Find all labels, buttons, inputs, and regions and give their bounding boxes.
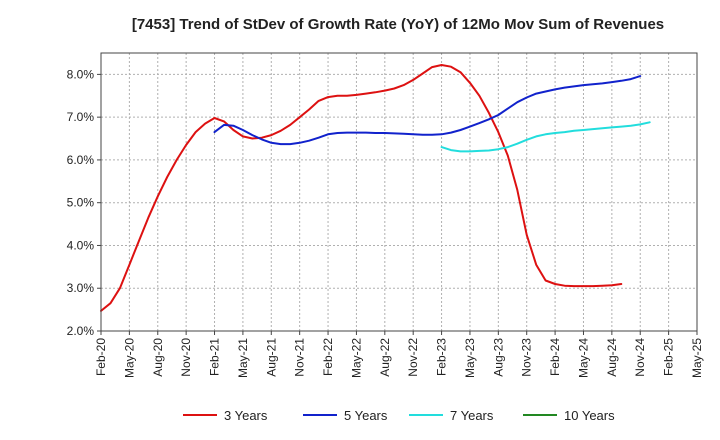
x-tick-label: May-22 bbox=[349, 338, 363, 378]
plot-frame bbox=[100, 52, 698, 332]
series-line-3-years bbox=[100, 64, 623, 312]
x-tick-label: Nov-24 bbox=[633, 338, 647, 377]
legend-label: 7 Years bbox=[450, 408, 494, 423]
x-tick-label: Nov-22 bbox=[406, 338, 420, 377]
y-tick-label: 6.0% bbox=[67, 153, 95, 167]
y-tick-label: 8.0% bbox=[67, 67, 95, 81]
x-tick-label: Aug-23 bbox=[491, 338, 505, 377]
x-tick-label: Feb-25 bbox=[662, 338, 676, 376]
x-tick-label: Aug-20 bbox=[151, 338, 165, 377]
x-tick-label: Nov-21 bbox=[293, 338, 307, 377]
legend-label: 10 Years bbox=[564, 408, 615, 423]
series-line-5-years bbox=[213, 75, 642, 146]
x-tick-label: Feb-22 bbox=[321, 338, 335, 376]
series-lines bbox=[100, 64, 651, 312]
x-tick-label: May-25 bbox=[690, 338, 704, 378]
x-tick-label: Feb-23 bbox=[435, 338, 449, 376]
plot-area bbox=[101, 53, 697, 331]
x-tick-label: Feb-21 bbox=[208, 338, 222, 376]
series-line-7-years bbox=[440, 121, 651, 153]
x-tick-label: May-21 bbox=[236, 338, 250, 378]
x-tick-label: May-20 bbox=[122, 338, 136, 378]
x-axis: Feb-20 May-20 Aug-20 Nov-20 Feb-21 May-21 Aug-… bbox=[94, 331, 704, 378]
x-tick-label: Feb-20 bbox=[94, 338, 108, 376]
x-tick-label: Nov-23 bbox=[520, 338, 534, 377]
legend-label: 5 Years bbox=[344, 408, 388, 423]
x-tick-label: May-24 bbox=[576, 338, 590, 378]
x-tick-label: Nov-20 bbox=[179, 338, 193, 377]
x-tick-label: Feb-24 bbox=[548, 338, 562, 376]
x-tick-label: Aug-24 bbox=[605, 338, 619, 377]
y-tick-label: 4.0% bbox=[67, 238, 95, 252]
y-tick-label: 2.0% bbox=[67, 324, 95, 338]
chart-title: [7453] Trend of StDev of Growth Rate (Yo… bbox=[132, 16, 664, 33]
y-tick-label: 5.0% bbox=[67, 196, 95, 210]
x-tick-label: Aug-21 bbox=[264, 338, 278, 377]
x-tick-label: May-23 bbox=[463, 338, 477, 378]
y-axis: 2.0% 3.0% 4.0% 5.0% 6.0% 7.0% 8.0% bbox=[67, 67, 101, 338]
grid-lines bbox=[100, 53, 698, 332]
legend: 3 Years 5 Years 7 Years 10 Years bbox=[183, 408, 615, 423]
x-tick-label: Aug-22 bbox=[378, 338, 392, 377]
y-tick-label: 3.0% bbox=[67, 281, 95, 295]
y-tick-label: 7.0% bbox=[67, 110, 95, 124]
legend-label: 3 Years bbox=[224, 408, 268, 423]
